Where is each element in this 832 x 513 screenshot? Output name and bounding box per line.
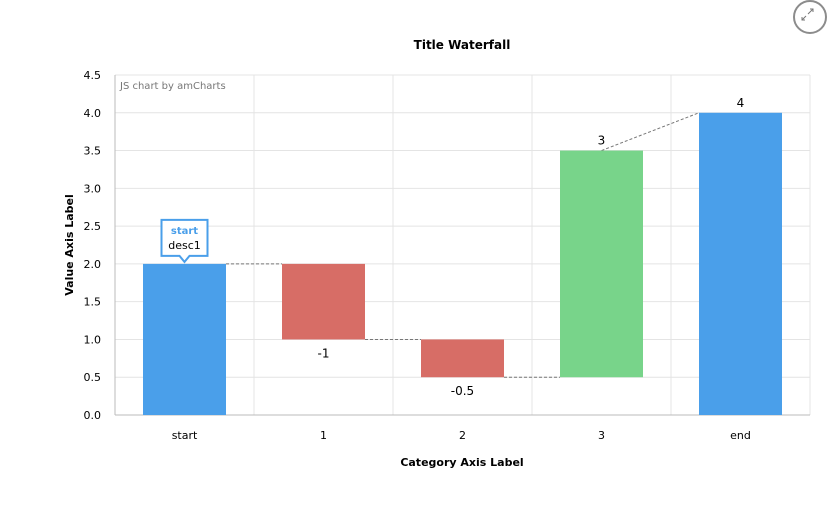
waterfall-bar[interactable] — [699, 112, 782, 416]
data-label: -0.5 — [451, 384, 474, 398]
data-label: -1 — [318, 346, 330, 360]
x-axis-label: Category Axis Label — [400, 456, 523, 469]
label-layer: -1 -0.5 3 4 — [318, 96, 745, 398]
balloon-layer: start desc1 — [160, 218, 209, 264]
y-tick-label: 3.5 — [84, 145, 102, 158]
chart-title: Title Waterfall — [414, 38, 511, 52]
y-tick-label: 1.0 — [84, 333, 102, 346]
waterfall-bar[interactable] — [282, 263, 365, 340]
y-tick-label: 0.0 — [84, 409, 102, 422]
balloon-box — [160, 218, 209, 264]
balloon-title: start — [171, 226, 198, 237]
waterfall-bar[interactable] — [421, 339, 504, 378]
expand-icon[interactable] — [793, 0, 827, 34]
y-tick-label: 4.5 — [84, 69, 102, 82]
waterfall-bar[interactable] — [143, 263, 226, 415]
connector-layer — [226, 112, 700, 378]
bar-layer — [143, 112, 782, 416]
chart-credit[interactable]: JS chart by amCharts — [119, 81, 226, 92]
y-tick-label: 1.5 — [84, 296, 102, 309]
balloon-tooltip: start desc1 — [160, 218, 209, 264]
y-tick-label: 4.0 — [84, 107, 102, 120]
y-axis-label: Value Axis Label — [63, 194, 76, 296]
connector-line — [601, 112, 700, 152]
x-tick-label: 3 — [598, 429, 605, 442]
y-tick-label: 2.5 — [84, 220, 102, 233]
waterfall-bar[interactable] — [560, 150, 643, 378]
y-tick-label: 0.5 — [84, 371, 102, 384]
x-tick-label: 1 — [320, 429, 327, 442]
y-tick-label: 3.0 — [84, 182, 102, 195]
x-tick-label: end — [730, 429, 751, 442]
data-label: 4 — [737, 96, 745, 110]
balloon-text: desc1 — [168, 239, 201, 252]
tick-layer: 0.0 0.5 1.0 1.5 2.0 2.5 3.0 3.5 4.0 4.5 start 1 2 3 en… — [84, 69, 751, 442]
x-tick-label: start — [172, 429, 198, 442]
data-label: 3 — [598, 134, 606, 148]
y-tick-label: 2.0 — [84, 258, 102, 271]
x-tick-label: 2 — [459, 429, 466, 442]
